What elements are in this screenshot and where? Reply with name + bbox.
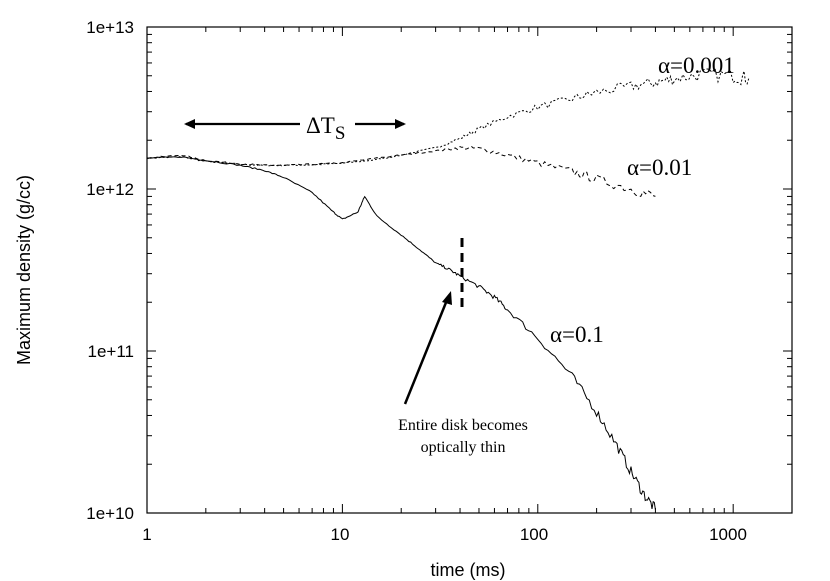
x-tick-label: 10 <box>331 525 350 544</box>
series-label-alpha-0001: α=0.001 <box>658 53 735 78</box>
series-label-alpha-01: α=0.1 <box>550 322 604 347</box>
optically-thin-arrowhead <box>442 291 452 305</box>
x-tick-labels: 1 10 100 1000 <box>142 525 747 544</box>
y-tick-label: 1e+10 <box>86 504 134 523</box>
series-line-0 <box>146 67 750 167</box>
x-tick-label: 1 <box>142 525 151 544</box>
delta-t-label: ΔTS <box>306 113 345 144</box>
y-tick-label: 1e+13 <box>86 18 134 37</box>
series-line-1 <box>146 145 656 197</box>
delta-t-annotation: ΔTS <box>184 113 406 144</box>
x-tick-label: 1000 <box>709 525 747 544</box>
y-tick-label: 1e+12 <box>86 180 134 199</box>
axis-ticks <box>146 26 793 514</box>
y-tick-label: 1e+11 <box>88 342 134 361</box>
series-group <box>146 67 750 510</box>
optically-thin-annotation: Entire disk becomes optically thin <box>398 238 528 456</box>
optically-thin-note-line1: Entire disk becomes <box>398 417 528 434</box>
x-axis-title: time (ms) <box>431 560 506 580</box>
series-line-2 <box>146 156 656 510</box>
plot-frame <box>146 26 793 514</box>
delta-t-arrowhead-right <box>395 119 406 129</box>
y-axis-title: Maximum density (g/cc) <box>14 175 34 365</box>
delta-t-arrowhead-left <box>184 119 195 129</box>
y-tick-labels: 1e+10 1e+11 1e+12 1e+13 <box>86 18 134 523</box>
optically-thin-note-line2: optically thin <box>421 439 506 456</box>
optically-thin-arrow <box>403 299 449 405</box>
x-tick-label: 100 <box>520 525 548 544</box>
series-label-alpha-001: α=0.01 <box>627 155 692 180</box>
